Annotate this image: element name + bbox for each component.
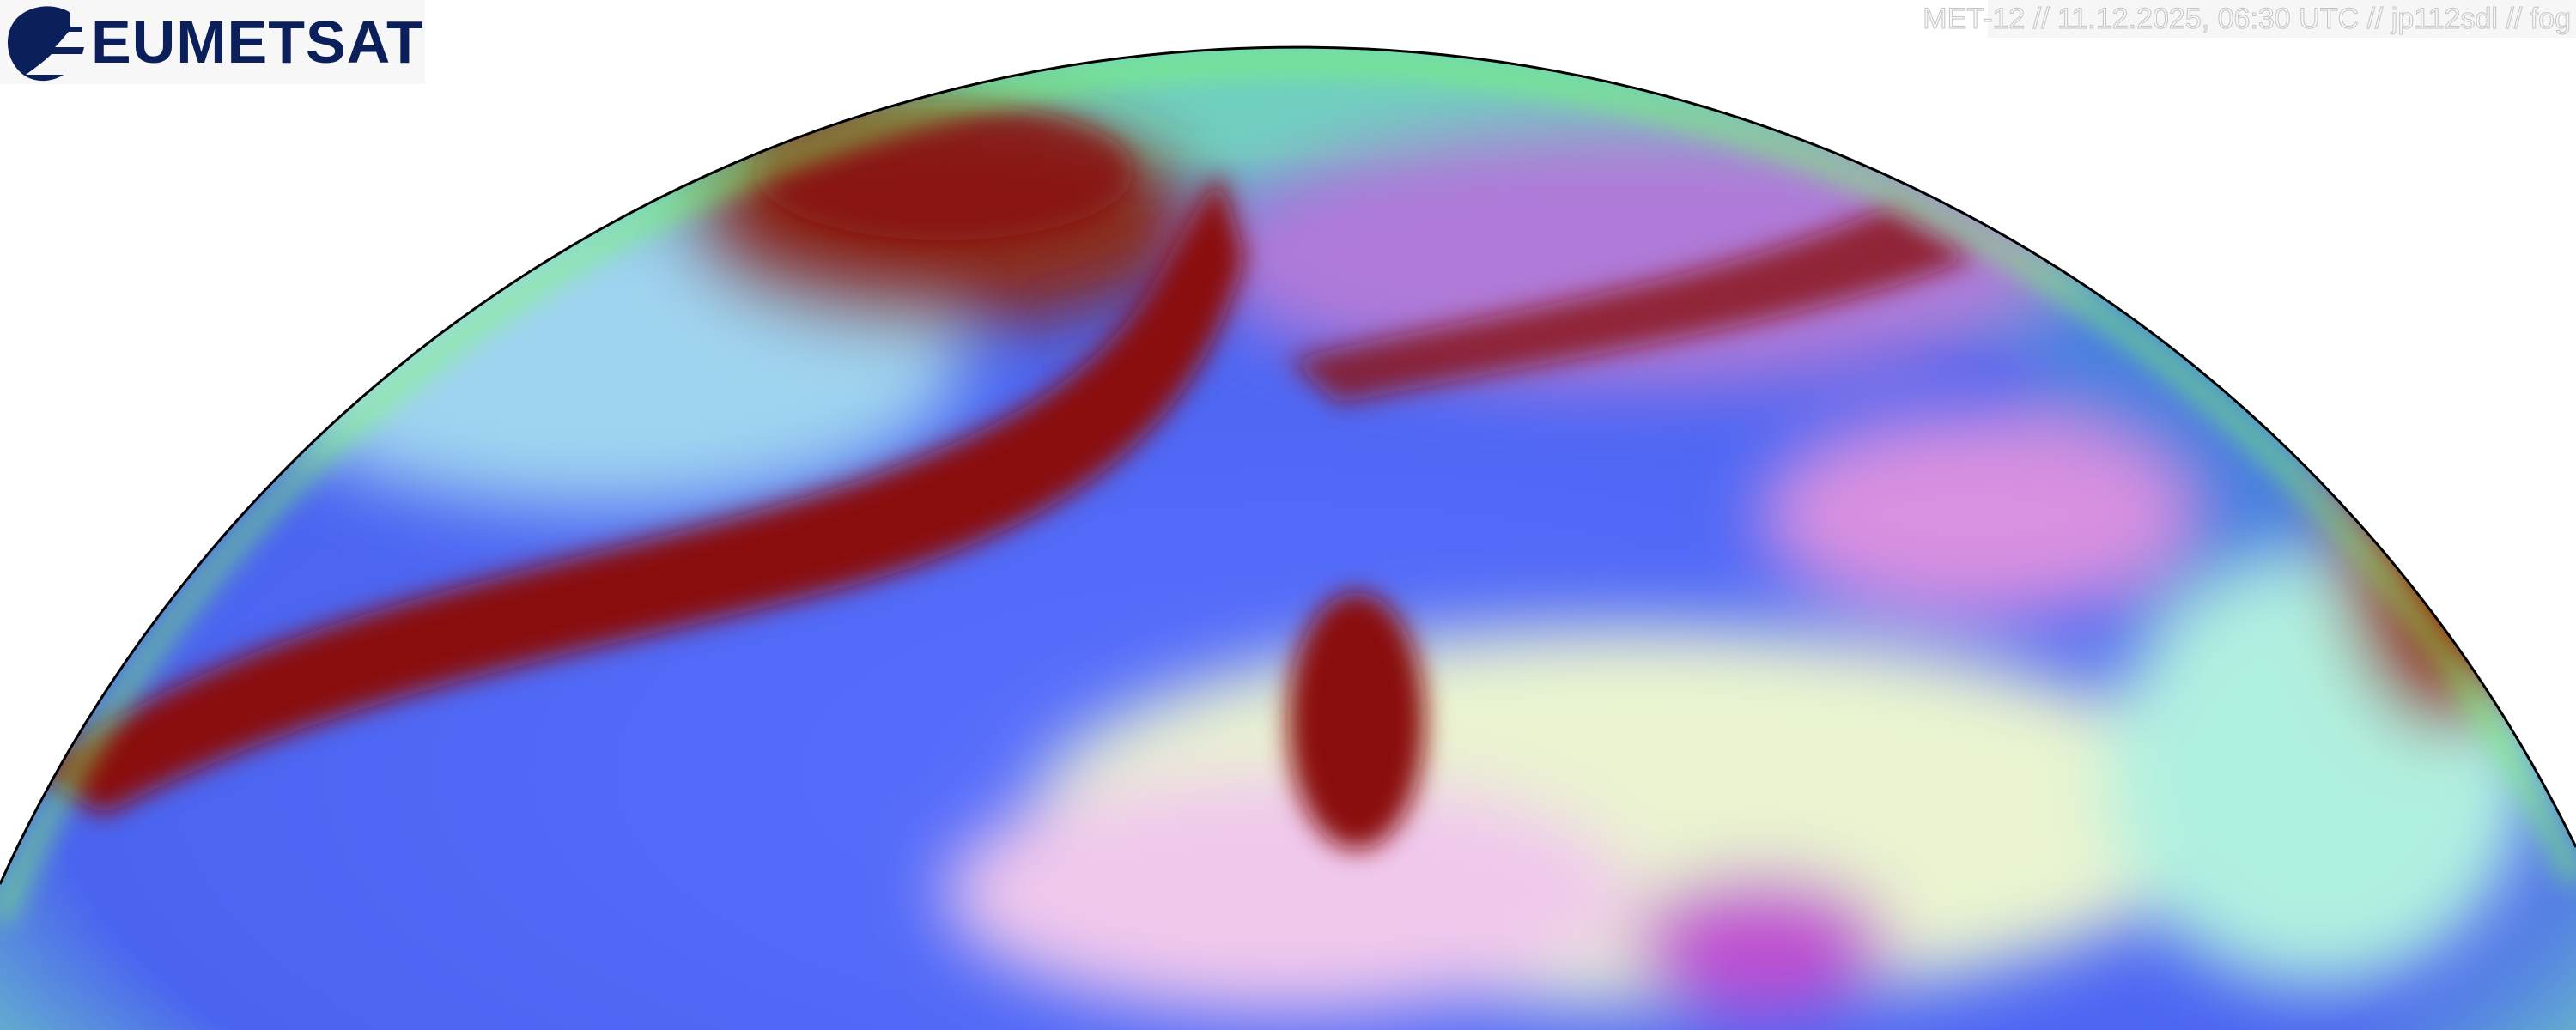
eumetsat-emblem-icon	[7, 6, 85, 82]
image-caption: MET-12 // 11.12.2025, 06:30 UTC // jp112…	[1923, 0, 2576, 38]
caption-text: MET-12 // 11.12.2025, 06:30 UTC // jp112…	[1923, 2, 2572, 35]
logo-text: EUMETSAT	[91, 9, 424, 76]
eumetsat-logo: EUMETSAT	[0, 0, 425, 84]
